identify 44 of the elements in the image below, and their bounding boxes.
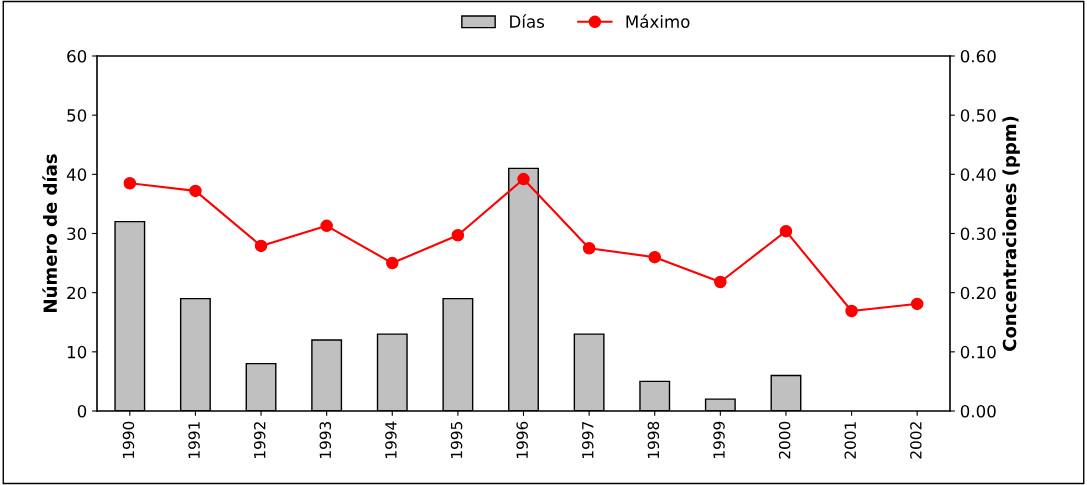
x-tick-label: 2002 xyxy=(910,422,922,459)
point xyxy=(189,184,202,198)
point xyxy=(582,242,596,255)
x-tick-label: 1994 xyxy=(385,421,397,458)
x-tick-label: 1991 xyxy=(188,422,200,458)
point xyxy=(254,239,268,253)
point xyxy=(320,219,333,233)
x-tick-label: 1992 xyxy=(253,422,266,458)
point xyxy=(779,224,793,238)
point xyxy=(386,256,399,270)
y2-tick-label: 0.50 xyxy=(960,109,996,122)
y-axis-title: Número de días xyxy=(42,154,58,312)
point xyxy=(517,172,530,186)
x-tick-label: 1998 xyxy=(647,421,660,458)
point xyxy=(648,250,661,264)
point xyxy=(123,176,137,190)
x-tick-label: 1990 xyxy=(122,421,135,458)
y2-tick-label: 0.10 xyxy=(960,345,996,359)
legend-label: Días xyxy=(510,14,545,28)
point xyxy=(451,229,465,242)
y-tick-label: 40 xyxy=(66,168,87,181)
point xyxy=(845,304,858,318)
y2-tick-label: 0.20 xyxy=(960,286,996,300)
y-tick-label: 20 xyxy=(67,286,87,300)
x-tick-label: 1995 xyxy=(450,422,463,458)
point xyxy=(714,275,727,289)
y-tick-label: 60 xyxy=(67,49,87,63)
y2-axis-title: Concentraciones (ppm) xyxy=(1002,116,1020,351)
y-tick-label: 0 xyxy=(77,404,87,418)
y2-tick-label: 0.40 xyxy=(960,168,996,181)
y-tick-label: 10 xyxy=(67,345,87,359)
x-tick-label: 1999 xyxy=(713,421,725,458)
y-tick-label: 30 xyxy=(67,227,87,241)
legend-label: Máximo xyxy=(626,14,690,28)
y-tick-label: 50 xyxy=(67,109,87,122)
y2-tick-label: 0.00 xyxy=(960,404,996,418)
y2-tick-label: 0.60 xyxy=(960,49,996,63)
point xyxy=(910,297,924,311)
x-tick-label: 1997 xyxy=(581,422,594,458)
x-tick-label: 2000 xyxy=(778,421,791,459)
x-tick-label: 1996 xyxy=(516,421,528,458)
x-tick-label: 2001 xyxy=(844,422,857,459)
x-tick-label: 1993 xyxy=(319,421,332,458)
y2-tick-label: 0.30 xyxy=(960,227,996,241)
